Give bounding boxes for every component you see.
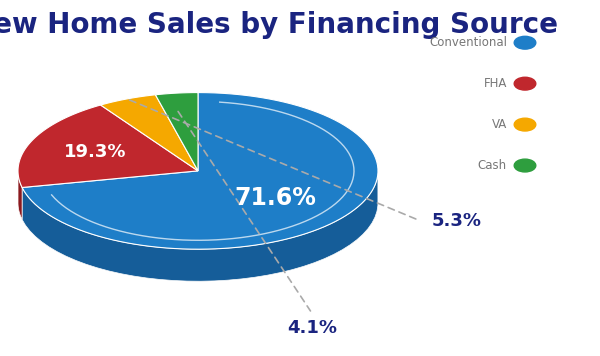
Text: 4.1%: 4.1%	[287, 319, 337, 336]
Circle shape	[514, 36, 536, 49]
Text: 71.6%: 71.6%	[234, 186, 316, 210]
Text: VA: VA	[492, 118, 507, 131]
Text: New Home Sales by Financing Source: New Home Sales by Financing Source	[0, 11, 558, 39]
PathPatch shape	[22, 93, 378, 249]
Ellipse shape	[18, 125, 378, 281]
PathPatch shape	[18, 105, 198, 188]
PathPatch shape	[101, 95, 198, 171]
PathPatch shape	[155, 93, 198, 171]
Text: 19.3%: 19.3%	[64, 143, 126, 161]
Circle shape	[514, 118, 536, 131]
Circle shape	[514, 159, 536, 172]
Circle shape	[514, 77, 536, 90]
Text: 5.3%: 5.3%	[432, 212, 482, 230]
PathPatch shape	[18, 170, 22, 220]
Text: FHA: FHA	[484, 77, 507, 90]
Text: Conventional: Conventional	[429, 36, 507, 49]
PathPatch shape	[22, 173, 378, 281]
Text: Cash: Cash	[478, 159, 507, 172]
